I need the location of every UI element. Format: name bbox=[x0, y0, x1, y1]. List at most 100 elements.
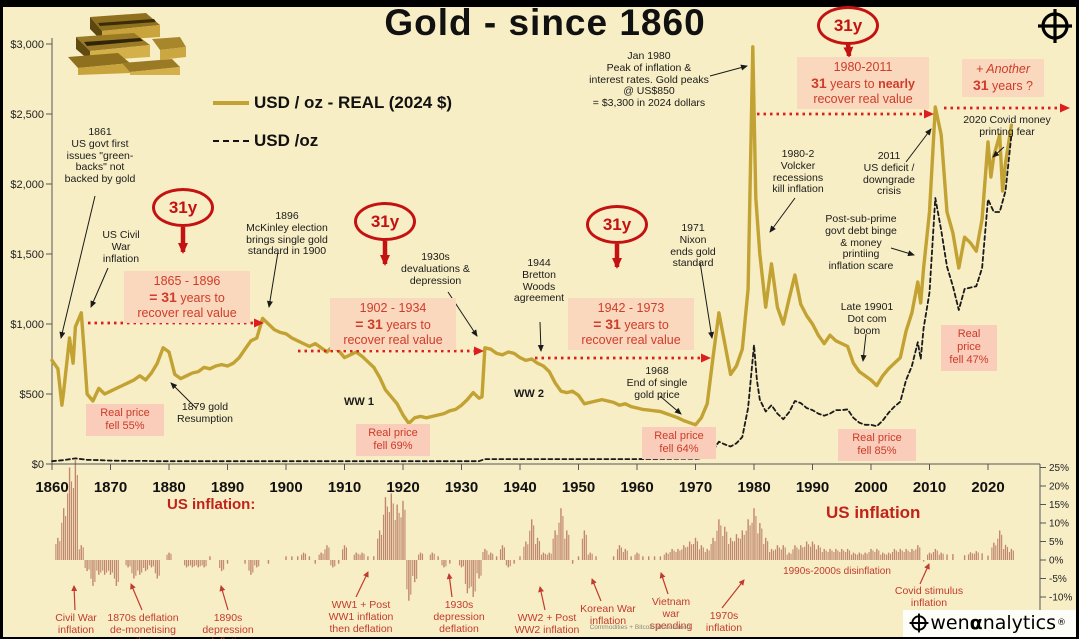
recovery-3-range: 1942 - 1973 bbox=[597, 301, 665, 315]
svg-text:$3,000: $3,000 bbox=[10, 39, 44, 51]
svg-text:1960: 1960 bbox=[620, 479, 653, 496]
svg-text:1970: 1970 bbox=[679, 479, 712, 496]
another-31-num: 31 bbox=[972, 76, 989, 93]
oval-31y-2: 31y bbox=[354, 202, 416, 241]
bottom-note-1890s-depression: 1890s depression deflation bbox=[202, 612, 254, 639]
svg-text:1860: 1860 bbox=[35, 479, 68, 496]
note-2011-deficit: 2011 US deficit / downgrade crisis bbox=[863, 150, 915, 198]
recovery-box-1865-1896: 1865 - 1896 = 31 years to recover real v… bbox=[124, 271, 250, 324]
note-dotcom-boom: Late 19901 Dot com boom bbox=[840, 301, 894, 337]
svg-text:-5%: -5% bbox=[1049, 574, 1067, 585]
bottom-note-1870s-silver: 1870s deflation de-monetising silver bbox=[107, 612, 179, 639]
svg-text:1990: 1990 bbox=[796, 479, 829, 496]
note-civil-war: US Civil War inflation bbox=[102, 229, 140, 265]
bottom-note-korean-war: Korean War inflation bbox=[580, 603, 636, 628]
recovery-box-1942-1973: 1942 - 1973 = 31 years to recover real v… bbox=[568, 298, 694, 351]
note-mckinley: 1896 McKinley election brings single gol… bbox=[246, 210, 328, 258]
svg-text:1900: 1900 bbox=[269, 479, 302, 496]
note-volcker: 1980-2 Volcker recessions kill inflation bbox=[772, 148, 824, 196]
svg-text:15%: 15% bbox=[1049, 500, 1069, 511]
legend-nominal-label: USD /oz bbox=[254, 131, 319, 150]
bottom-note-civil-war: Civil War inflation bbox=[55, 612, 97, 637]
page-title: Gold - since 1860 bbox=[384, 2, 706, 43]
oval-31y-4-label: 31y bbox=[833, 15, 863, 35]
oval-31y-1: 31y bbox=[152, 188, 214, 227]
recovery-box-1902-1934: 1902 - 1934 = 31 years to recover real v… bbox=[330, 298, 456, 351]
note-greenbacks: 1861 US govt first issues "green- backs"… bbox=[64, 126, 136, 185]
frame-edge-bottom bbox=[0, 637, 1079, 639]
svg-text:1880: 1880 bbox=[152, 479, 185, 496]
source-footnote: Commodities + Bitcoin |dt-commod bbox=[589, 624, 691, 631]
svg-text:$0: $0 bbox=[32, 459, 44, 471]
recovery-2-eq: = 31 bbox=[355, 315, 383, 332]
logo-text-pre: wen bbox=[930, 612, 970, 634]
svg-text:1870: 1870 bbox=[94, 479, 127, 496]
svg-text:$2,000: $2,000 bbox=[10, 179, 44, 191]
note-1968-end-single-price: 1968 End of single gold price bbox=[626, 365, 688, 401]
another-31-line2: 31 years ? bbox=[966, 77, 1040, 94]
fell-box-69: Real price fell 69% bbox=[356, 424, 430, 457]
logo-crosshair-icon bbox=[909, 613, 929, 633]
oval-31y-1-label: 31y bbox=[168, 197, 198, 217]
svg-text:1950: 1950 bbox=[562, 479, 595, 496]
another-31-line1: + Another bbox=[975, 62, 1031, 76]
svg-text:2000: 2000 bbox=[854, 479, 887, 496]
oval-31y-3: 31y bbox=[586, 205, 648, 244]
svg-text:1910: 1910 bbox=[328, 479, 361, 496]
recovery-1-line2: = 31 years to bbox=[128, 289, 246, 306]
note-1879-resumption: 1879 gold Resumption bbox=[176, 401, 234, 425]
fell-box-64: Real price fell 64% bbox=[642, 427, 716, 460]
note-post-subprime: Post-sub-prime govt debt binge & money p… bbox=[825, 213, 897, 272]
legend-nominal-swatch bbox=[213, 140, 249, 142]
recovery-box-1980-2011: 1980-2011 31 years to nearly recover rea… bbox=[797, 57, 929, 110]
note-bretton-woods: 1944 Bretton Woods agreement bbox=[513, 257, 565, 305]
fell-box-47: Real price fell 47% bbox=[941, 325, 997, 371]
svg-text:$500: $500 bbox=[20, 389, 44, 401]
svg-text:2020: 2020 bbox=[971, 479, 1004, 496]
svg-text:$2,500: $2,500 bbox=[10, 109, 44, 121]
recovery-3-rest: years to bbox=[620, 317, 669, 332]
oval-31y-3-label: 31y bbox=[602, 214, 632, 234]
bottom-note-ww1: WW1 + Post WW1 inflation then deflation bbox=[328, 599, 394, 636]
svg-text:0%: 0% bbox=[1049, 556, 1064, 567]
recovery-4-line3: recover real value bbox=[813, 91, 913, 106]
recovery-4-em: nearly bbox=[878, 76, 915, 91]
another-31-rest: years ? bbox=[988, 78, 1034, 93]
svg-text:1980: 1980 bbox=[737, 479, 770, 496]
note-jan-1980-peak: Jan 1980 Peak of inflation & interest ra… bbox=[589, 50, 709, 109]
svg-text:$1,500: $1,500 bbox=[10, 249, 44, 261]
recovery-2-line2: = 31 years to bbox=[334, 316, 452, 333]
logo-text-post: nalytics bbox=[982, 612, 1056, 634]
recovery-3-line3: recover real value bbox=[581, 332, 681, 347]
crosshair-icon bbox=[1038, 9, 1072, 43]
svg-text:1940: 1940 bbox=[503, 479, 536, 496]
bottom-note-disinflation: 1990s-2000s disinflation bbox=[783, 566, 891, 577]
bottom-note-ww2: WW2 + Post WW2 inflation bbox=[514, 612, 580, 637]
frame-edge-right bbox=[1076, 0, 1079, 639]
svg-text:10%: 10% bbox=[1049, 519, 1069, 530]
recovery-4-mid: years to bbox=[826, 76, 879, 91]
svg-text:-10%: -10% bbox=[1049, 593, 1072, 604]
recovery-1-eq: = 31 bbox=[149, 288, 177, 305]
owen-analytics-logo: wen α nalytics ® bbox=[903, 610, 1076, 637]
svg-text:$1,000: $1,000 bbox=[10, 319, 44, 331]
svg-text:20%: 20% bbox=[1049, 482, 1069, 493]
recovery-2-line3: recover real value bbox=[343, 332, 443, 347]
recovery-2-rest: years to bbox=[382, 317, 431, 332]
legend-real-swatch bbox=[213, 101, 249, 105]
us-inflation-label-left: US inflation: bbox=[167, 496, 256, 513]
fell-box-85: Real price fell 85% bbox=[838, 429, 916, 462]
note-ww2: WW 2 bbox=[514, 388, 544, 400]
oval-31y-4: 31y bbox=[817, 6, 879, 45]
note-1971-nixon: 1971 Nixon ends gold standard bbox=[670, 222, 716, 270]
frame-edge-top bbox=[0, 0, 1079, 7]
svg-text:1890: 1890 bbox=[211, 479, 244, 496]
us-inflation-label-right: US inflation bbox=[826, 503, 921, 522]
logo-registered-mark: ® bbox=[1057, 618, 1066, 628]
oval-31y-2-label: 31y bbox=[370, 211, 400, 231]
bottom-note-covid-stimulus: Covid stimulus inflation bbox=[894, 585, 964, 610]
fell-box-55: Real price fell 55% bbox=[86, 404, 164, 437]
svg-text:1920: 1920 bbox=[386, 479, 419, 496]
